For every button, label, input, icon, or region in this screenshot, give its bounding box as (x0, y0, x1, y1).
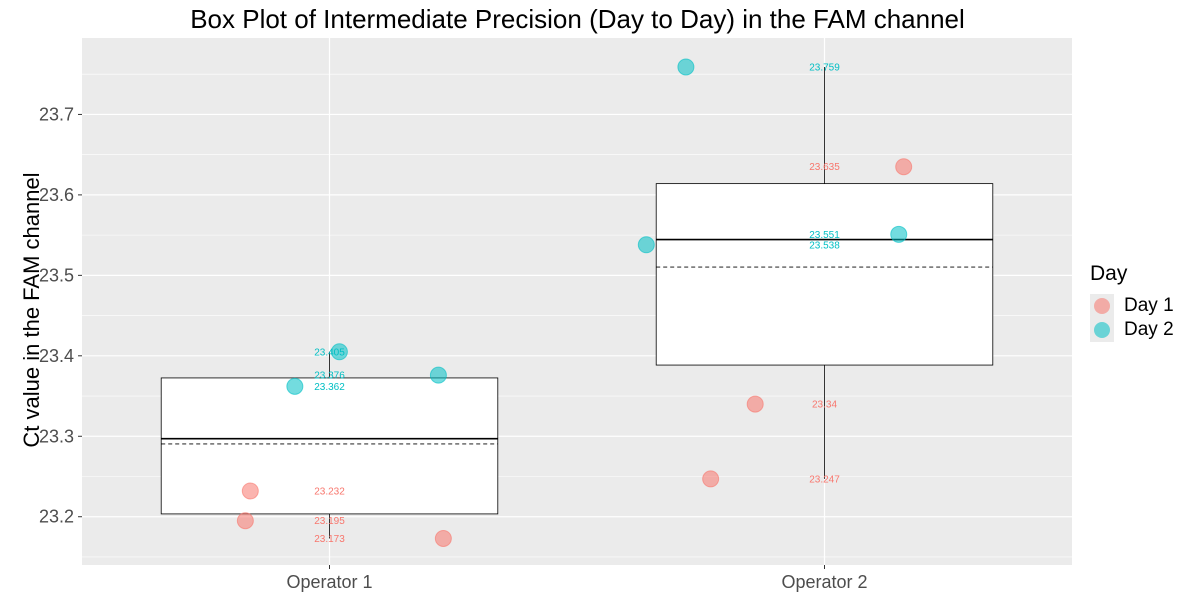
data-label: 23.173 (314, 534, 345, 545)
data-label: 23.635 (809, 162, 840, 173)
data-label: 23.247 (809, 474, 840, 485)
data-point-day-1 (434, 529, 452, 547)
legend-label: Day 2 (1124, 319, 1174, 340)
y-tick-label: 23.6 (39, 185, 74, 205)
data-label: 23.232 (314, 486, 345, 497)
legend-item-day-2: Day 2 (1090, 318, 1174, 342)
data-point-day-1 (746, 395, 764, 413)
data-label: 23.195 (314, 516, 345, 527)
x-tick-label: Operator 2 (781, 572, 867, 592)
data-label: 23.551 (809, 230, 840, 241)
y-tick-label: 23.4 (39, 346, 74, 366)
grid-lines (82, 38, 1072, 565)
data-labels: 23.232 23.195 23.173 23.635 23.34 23.247 23.40… (314, 62, 840, 544)
data-point-day-2 (330, 343, 348, 361)
data-point-day-1 (895, 158, 913, 176)
legend-dot-icon (1094, 298, 1110, 314)
y-tick-label: 23.3 (39, 426, 74, 446)
legend-dot-icon (1094, 322, 1110, 338)
legend-title: Day (1090, 262, 1128, 285)
data-label: 23.34 (812, 400, 837, 411)
chart-title: Box Plot of Intermediate Precision (Day … (190, 4, 965, 34)
data-point-day-2 (890, 225, 908, 243)
data-label: 23.376 (314, 371, 345, 382)
data-point-day-1 (702, 470, 720, 488)
data-point-day-2 (429, 366, 447, 384)
axes: 23.2 23.3 23.4 23.5 23.6 23.7 Operator 1 Operat… (39, 104, 868, 592)
data-label: 23.405 (314, 347, 345, 358)
data-point-day-2 (677, 58, 695, 76)
legend-label: Day 1 (1124, 295, 1174, 316)
data-point-day-1 (236, 512, 254, 530)
data-point-day-2 (286, 377, 304, 395)
legend: Day Day 1 Day 2 (1090, 262, 1174, 342)
y-tick-label: 23.5 (39, 265, 74, 285)
box-operator-2 (655, 66, 994, 479)
x-tick-label: Operator 1 (286, 572, 372, 592)
legend-key (1090, 294, 1114, 318)
y-tick-label: 23.2 (39, 507, 74, 527)
boxes (160, 66, 994, 539)
data-label: 23.759 (809, 62, 840, 73)
data-label: 23.362 (314, 382, 345, 393)
data-label: 23.538 (809, 240, 840, 251)
box-body (655, 183, 994, 366)
box-body (160, 377, 499, 515)
data-point-day-1 (241, 482, 259, 500)
data-points (236, 58, 913, 547)
y-tick-label: 23.7 (39, 104, 74, 124)
box-operator-1 (160, 351, 499, 539)
data-point-day-2 (637, 236, 655, 254)
legend-item-day-1: Day 1 (1090, 294, 1174, 318)
legend-key (1090, 318, 1114, 342)
